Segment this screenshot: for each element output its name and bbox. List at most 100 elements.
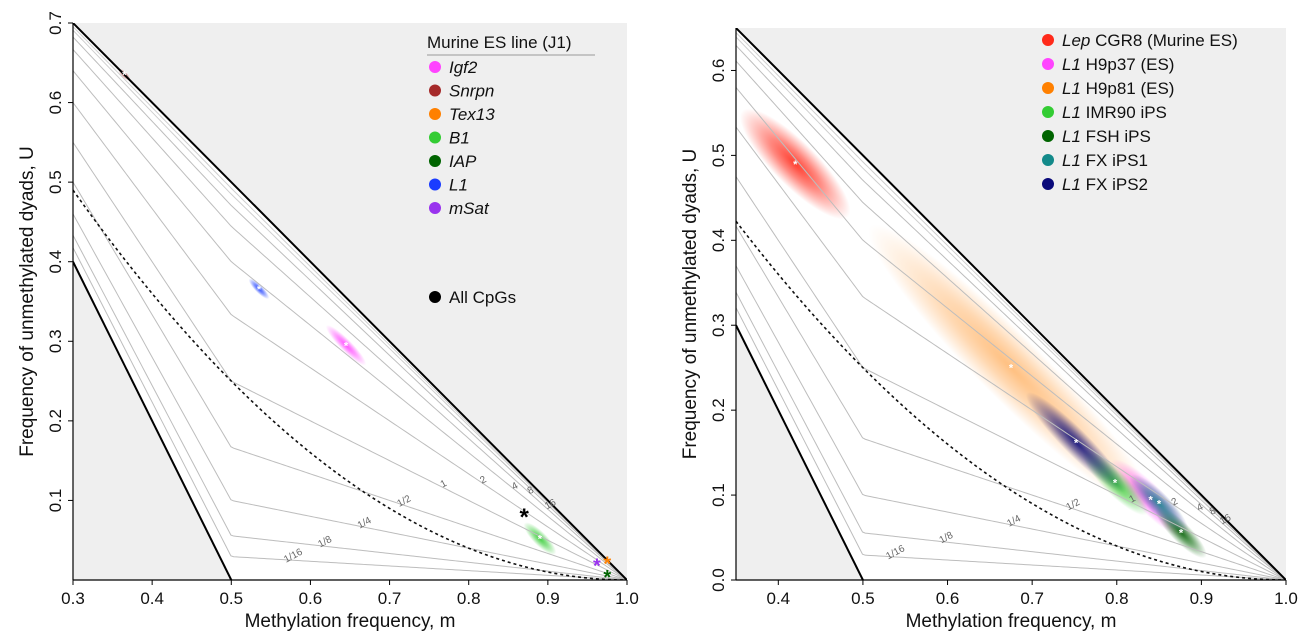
legend-entry: L1 FX iPS2 — [1042, 175, 1148, 194]
legend-label: L1 FX iPS1 — [1062, 151, 1148, 170]
legend-swatch — [429, 84, 441, 97]
legend-label-italic: Lep — [1062, 31, 1090, 50]
contour-line — [73, 29, 627, 580]
density-blob — [1025, 391, 1127, 493]
legend-entry: Lep CGR8 (Murine ES) — [1042, 31, 1238, 50]
y-tick-label: 0.7 — [46, 11, 65, 35]
legend-label-italic: Snrpn — [449, 82, 494, 101]
contour-label: 4 — [1195, 501, 1205, 514]
legend-label: L1 H9p81 (ES) — [1062, 79, 1174, 98]
legend-swatch — [1042, 34, 1054, 46]
legend-label-italic: L1 — [449, 176, 468, 195]
random-expectation-curve — [73, 189, 627, 580]
legend-swatch — [1042, 178, 1054, 190]
lower-boundary — [73, 261, 233, 580]
y-tick-label: 0.2 — [46, 409, 65, 433]
legend-label: L1 FX iPS2 — [1062, 175, 1148, 194]
y-tick-label: 0.3 — [709, 313, 728, 337]
y-tick-label: 0.4 — [46, 250, 65, 274]
x-tick-label: 0.7 — [1020, 589, 1044, 608]
y-tick-label: 0.5 — [709, 144, 728, 168]
x-tick-label: 0.9 — [1190, 589, 1214, 608]
x-tick-label: 0.8 — [457, 589, 481, 608]
data-marker: * — [122, 70, 127, 82]
contour-label: 8 — [1208, 505, 1218, 518]
y-tick-label: 0.5 — [46, 170, 65, 194]
data-marker: * — [593, 556, 601, 578]
legend-entry: L1 FX iPS1 — [1042, 151, 1148, 170]
data-marker: * — [1113, 477, 1118, 489]
legend-entry-all-cpgs: All CpGs — [429, 288, 516, 307]
legend-label: L1 H9p37 (ES) — [1062, 55, 1174, 74]
contour-lines — [73, 26, 627, 580]
legend-label-rest: H9p37 (ES) — [1081, 55, 1175, 74]
y-tick-label: 0.1 — [709, 483, 728, 507]
lower-boundary — [736, 324, 864, 580]
contour-label: 1 — [439, 478, 449, 491]
contour-line — [73, 49, 627, 580]
data-marker: * — [257, 284, 262, 296]
contour-label: 16 — [543, 497, 558, 512]
legend-label: All CpGs — [449, 288, 516, 307]
legend-title: Murine ES line (J1) — [427, 33, 572, 52]
contour-line — [73, 247, 627, 580]
contour-line — [73, 70, 627, 580]
x-tick-label: 0.9 — [536, 589, 560, 608]
data-marker: * — [603, 567, 611, 589]
y-tick-label: 0.2 — [709, 398, 728, 422]
legend-label-rest: FSH iPS — [1081, 127, 1151, 146]
data-marker: * — [519, 504, 529, 531]
x-tick-label: 0.4 — [766, 589, 790, 608]
legend-label: IAP — [449, 152, 477, 171]
data-marker: * — [603, 553, 611, 575]
contour-line — [736, 307, 1286, 580]
contour-line — [73, 142, 627, 580]
legend-label-rest: IMR90 iPS — [1081, 103, 1167, 122]
legend-label-rest: H9p81 (ES) — [1081, 79, 1175, 98]
contour-line — [736, 60, 1286, 580]
data-marker: * — [538, 534, 543, 546]
legend-label: L1 IMR90 iPS — [1062, 103, 1167, 122]
data-marker: * — [344, 340, 349, 352]
legend-label-rest: CGR8 (Murine ES) — [1090, 31, 1237, 50]
legend-label: L1 — [449, 176, 468, 195]
density-blob — [1129, 474, 1189, 533]
legend-label-italic: mSat — [449, 199, 490, 218]
legend-entry: L1 H9p37 (ES) — [1042, 55, 1174, 74]
contour-line — [73, 102, 627, 580]
legend-label: Lep CGR8 (Murine ES) — [1062, 31, 1238, 50]
data-marker: * — [1009, 363, 1014, 375]
legend-swatch — [429, 178, 441, 191]
legend-swatch — [1042, 82, 1054, 94]
legend-entry: L1 IMR90 iPS — [1042, 103, 1167, 122]
contour-line — [736, 126, 1286, 580]
y-tick-label: 0.0 — [709, 568, 728, 592]
contour-line — [736, 36, 1286, 580]
contour-label: 8 — [526, 485, 536, 498]
contour-label: 4 — [510, 480, 520, 493]
data-marker: * — [1179, 527, 1184, 539]
legend-label-italic: L1 — [1062, 175, 1081, 194]
legend-label: L1 FSH iPS — [1062, 127, 1151, 146]
legend-entry: B1 — [429, 129, 470, 148]
legend-label-italic: L1 — [1062, 55, 1081, 74]
y-axis-label: Frequency of unmethylated dyads, U — [17, 146, 38, 457]
contour-line — [73, 181, 627, 580]
legend-label-italic: B1 — [449, 129, 470, 148]
legend-swatch — [429, 61, 441, 73]
legend-entry: L1 H9p81 (ES) — [1042, 79, 1174, 98]
legend-swatch — [1042, 130, 1054, 142]
random-expectation-curve — [736, 220, 1286, 580]
x-tick-label: 0.3 — [61, 589, 85, 608]
contour-label: 2 — [1170, 496, 1180, 509]
x-tick-label: 0.4 — [140, 589, 164, 608]
x-tick-label: 0.5 — [851, 589, 875, 608]
legend-entry: Snrpn — [429, 82, 494, 101]
legend-label-italic: Igf2 — [449, 58, 478, 77]
contour-line — [73, 213, 627, 580]
legend-entry: L1 FSH iPS — [1042, 127, 1151, 146]
legend-label-italic: L1 — [1062, 103, 1081, 122]
x-axis-label: Methylation frequency, m — [906, 611, 1117, 632]
